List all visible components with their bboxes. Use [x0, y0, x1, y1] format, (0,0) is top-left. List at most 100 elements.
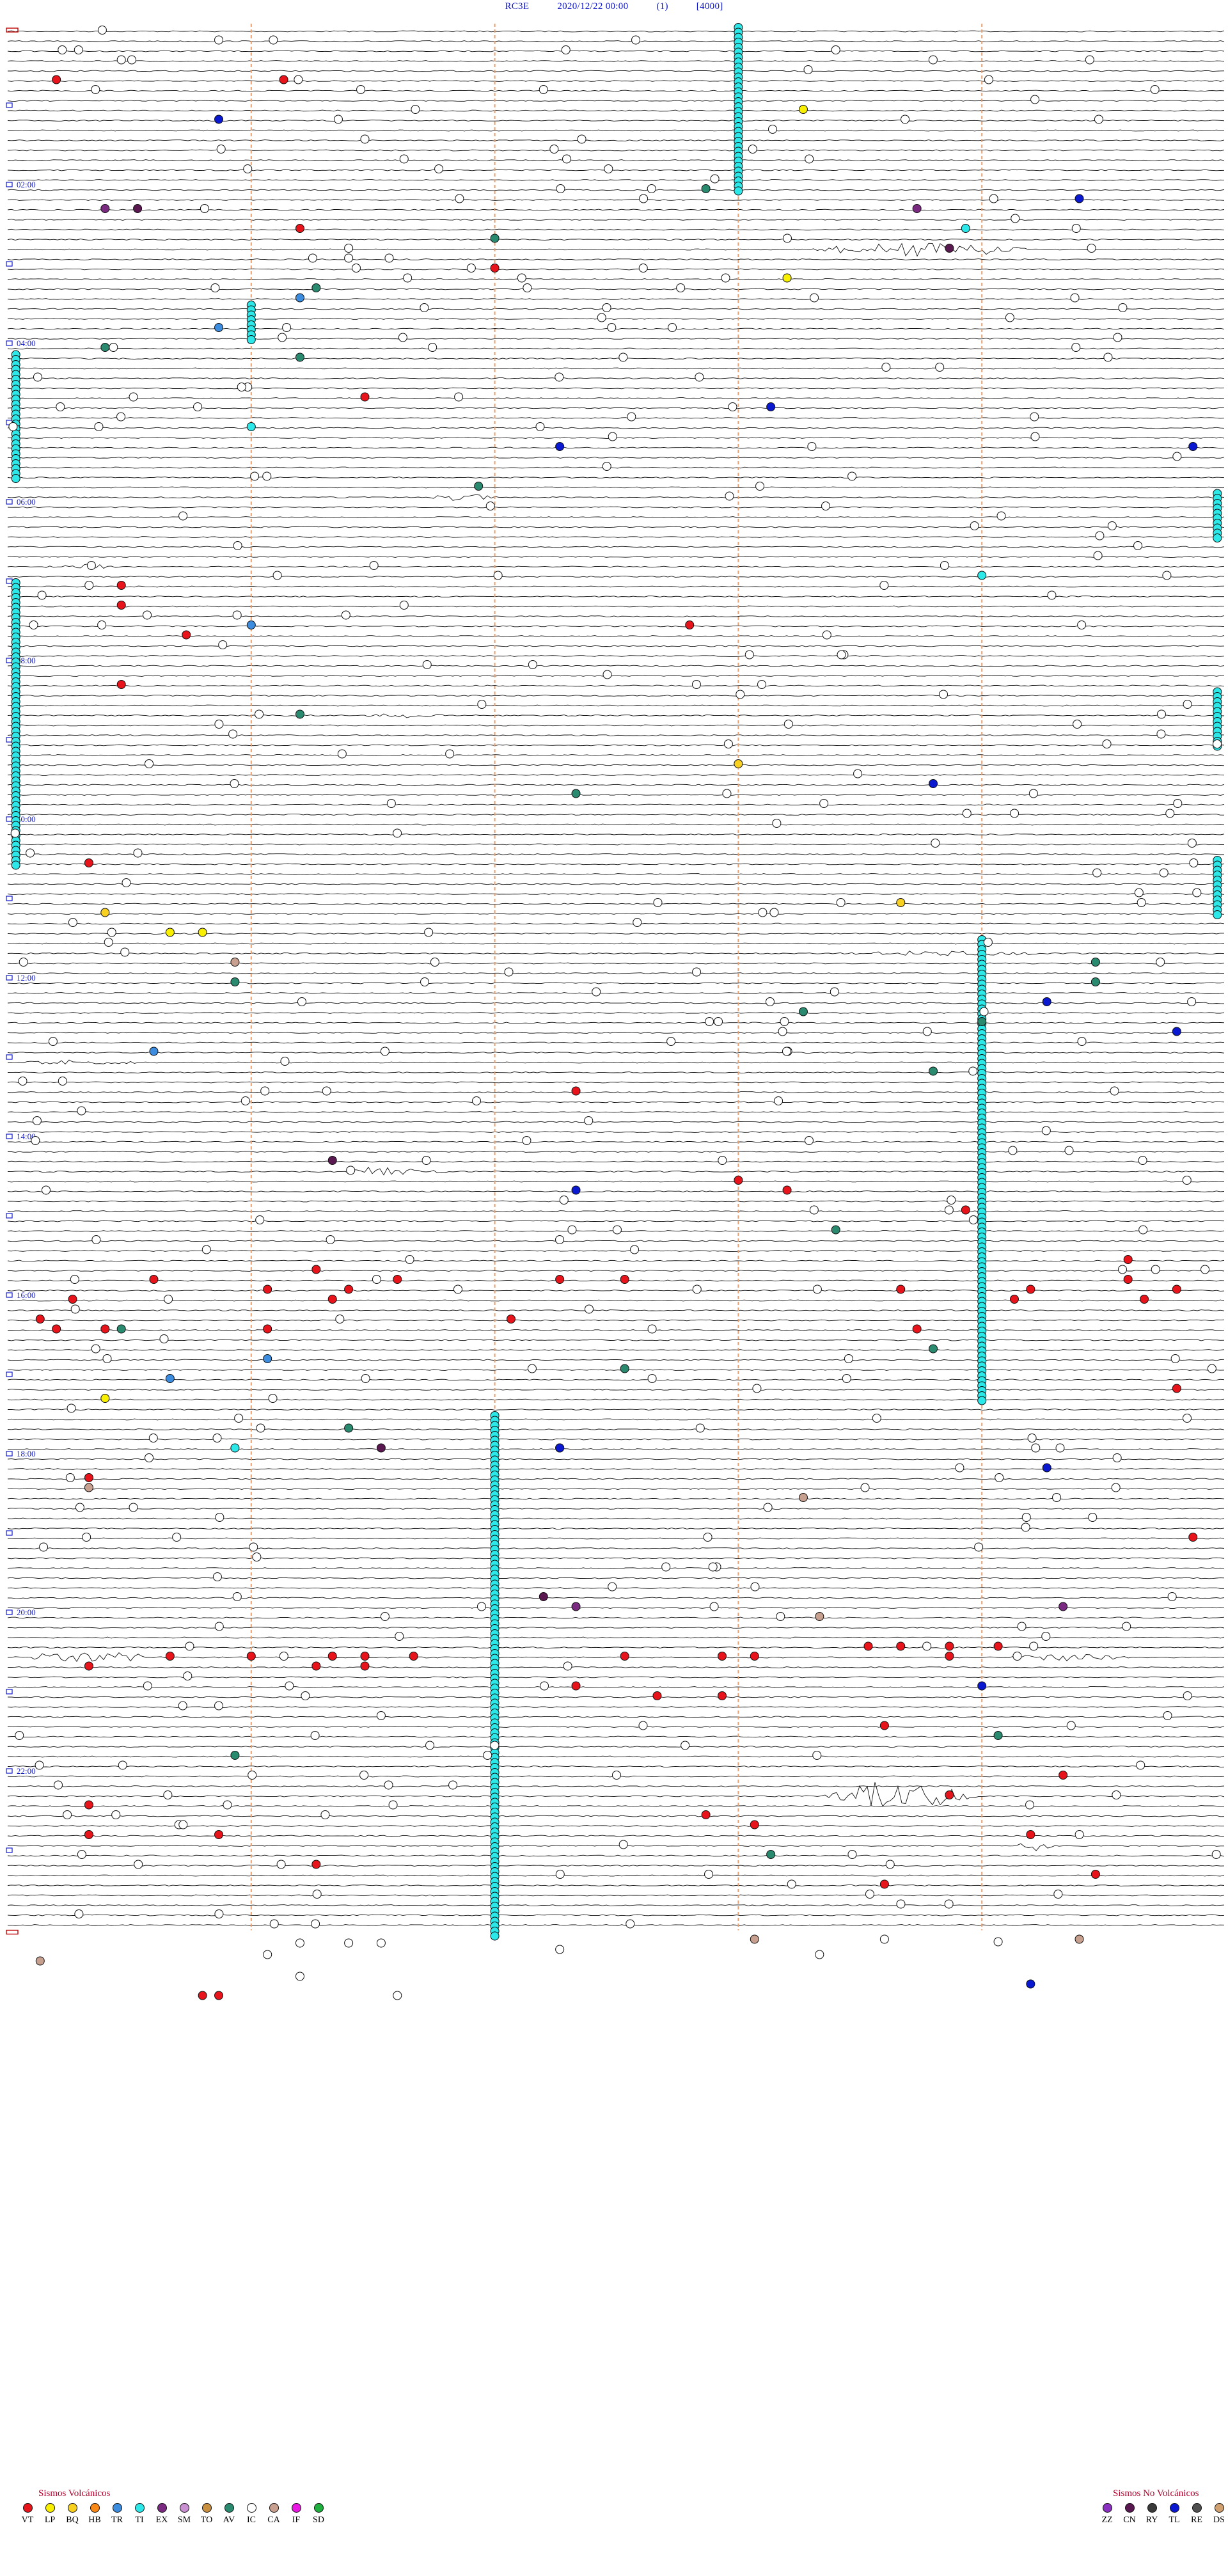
event-ic — [134, 1860, 143, 1869]
trace-row — [7, 1706, 1225, 1708]
event-av — [295, 709, 304, 719]
event-ic — [476, 1602, 486, 1611]
event-ic — [320, 1810, 330, 1819]
trace-row — [7, 1190, 1225, 1192]
hour-label: 20:00 — [17, 1608, 36, 1617]
event-ic — [223, 1800, 232, 1810]
trace-row — [7, 1914, 1225, 1916]
event-tr — [295, 293, 304, 303]
event-av — [701, 184, 711, 193]
trace-row — [7, 338, 1225, 340]
chart-title-bar: RC3E 2020/12/22 00:00 (1) [4000] — [0, 1, 1228, 15]
trace-row — [7, 1458, 1225, 1460]
event-cn — [327, 1156, 337, 1165]
event-lp — [782, 273, 792, 283]
event-ic — [748, 145, 757, 154]
event-vt — [1172, 1284, 1181, 1294]
event-ic — [709, 1602, 719, 1611]
event-ic — [1207, 1364, 1216, 1373]
event-ic — [344, 253, 354, 263]
event-ic — [344, 1938, 354, 1948]
event-ic — [626, 1919, 635, 1929]
event-ic — [714, 1017, 723, 1026]
event-ic — [201, 1245, 211, 1254]
trace-row — [7, 109, 1225, 112]
trace-row — [7, 903, 1225, 905]
legend-item-zz: ZZ — [1099, 2503, 1115, 2525]
hour-tick — [6, 816, 13, 822]
event-ic — [604, 164, 613, 173]
event-ic — [1085, 55, 1094, 65]
hour-label: 14:00 — [17, 1132, 36, 1141]
event-ic — [757, 680, 767, 689]
trace-row — [7, 1468, 1225, 1470]
event-ic — [428, 343, 437, 352]
trace-row — [7, 1904, 1225, 1906]
event-tr — [165, 1374, 175, 1383]
event-ic — [341, 610, 350, 620]
event-ic — [639, 194, 649, 203]
start-datetime: 2020/12/22 00:00 — [557, 1, 629, 12]
event-ic — [692, 1284, 702, 1294]
trace-row — [7, 1835, 1225, 1837]
event-ic — [804, 1136, 814, 1145]
legend-swatch — [201, 2503, 212, 2513]
event-ic — [282, 323, 292, 332]
trace-row — [7, 506, 1225, 509]
legend-item-ry: RY — [1144, 2503, 1160, 2525]
event-ic — [1192, 888, 1202, 897]
event-ic — [344, 244, 354, 253]
event-ic — [122, 878, 131, 887]
event-ic — [1112, 1453, 1122, 1462]
event-ic — [295, 1972, 304, 1981]
event-ic — [263, 1950, 272, 1959]
event-vt — [84, 858, 93, 867]
event-ic — [1183, 1691, 1192, 1700]
event-ic — [974, 1542, 984, 1552]
event-ic — [517, 273, 526, 283]
event-ic — [129, 1503, 138, 1512]
event-ic — [333, 115, 343, 124]
event-ic — [612, 1225, 622, 1235]
event-ic — [703, 1533, 712, 1542]
event-ti — [977, 571, 987, 580]
legend-label: SD — [313, 2515, 324, 2525]
event-ic — [939, 690, 949, 699]
event-ic — [996, 511, 1006, 521]
trace-row — [7, 1627, 1225, 1629]
event-ic — [1093, 551, 1103, 560]
event-ic — [522, 1136, 531, 1145]
trace-row — [7, 585, 1225, 588]
event-ic — [260, 1086, 270, 1096]
legend-nonvolcanic-title: Sismos No Volcánicos — [1113, 2488, 1199, 2499]
event-ic — [67, 1403, 76, 1413]
event-ic — [584, 1116, 594, 1125]
trace-row — [7, 1478, 1225, 1480]
event-ic — [232, 610, 242, 620]
event-ti — [230, 1443, 240, 1453]
hour-label: 22:00 — [17, 1766, 36, 1776]
event-ic — [361, 1374, 370, 1383]
event-ca — [1074, 1934, 1084, 1944]
legend-swatch — [67, 2503, 77, 2513]
legend-item-tr: TR — [109, 2503, 125, 2525]
channel-index: (1) — [656, 1, 668, 12]
trace-row — [7, 1180, 1225, 1183]
trace-row — [7, 873, 1225, 875]
trace-row — [7, 556, 1225, 558]
event-vt — [685, 620, 695, 629]
legend-item-to: TO — [198, 2503, 215, 2525]
legend-volcanic: Sismos Volcánicos VT LP BQ HB TR TI EX SM TO AV IC… — [19, 2488, 327, 2525]
event-vt — [961, 1205, 970, 1215]
event-ic — [10, 828, 20, 838]
event-ic — [214, 720, 224, 729]
event-av — [620, 1364, 629, 1373]
event-vt — [945, 1652, 954, 1661]
half-hour-tick — [6, 261, 13, 267]
event-ic — [448, 1780, 458, 1790]
event-ic — [102, 1354, 112, 1363]
hour-label: 12:00 — [17, 973, 36, 983]
trace-row — [7, 982, 1225, 984]
event-ic — [630, 1245, 640, 1254]
